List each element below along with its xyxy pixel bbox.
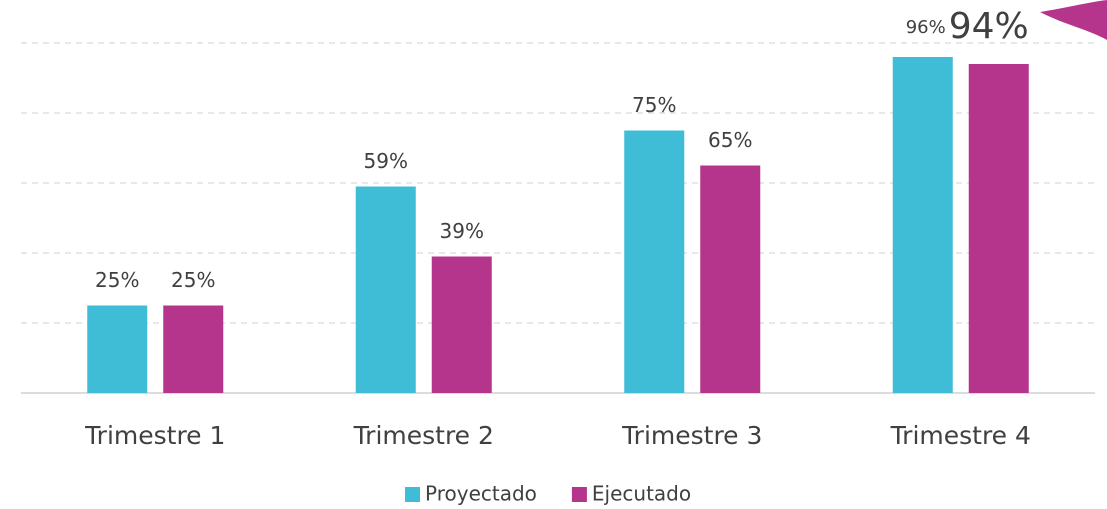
x-tick-label: Trimestre 3 [621, 421, 762, 450]
data-label: 94% [949, 6, 1029, 47]
data-label: 96% [906, 17, 946, 38]
bar [624, 130, 685, 393]
x-tick-label: Trimestre 2 [353, 421, 494, 450]
bar [87, 305, 148, 393]
bar [700, 165, 761, 393]
data-label: 59% [364, 149, 408, 173]
data-label: 75% [632, 93, 676, 117]
bar [968, 64, 1029, 393]
x-tick-label: Trimestre 4 [890, 421, 1031, 450]
decoration [1040, 0, 1107, 40]
legend-swatch [571, 487, 587, 502]
legend-label: Ejecutado [592, 482, 691, 506]
bar [163, 305, 224, 393]
bar [892, 57, 953, 393]
data-label: 25% [171, 268, 215, 292]
data-label: 65% [708, 128, 752, 152]
legend-label: Proyectado [425, 482, 537, 506]
data-label: 39% [440, 219, 484, 243]
bar [431, 256, 492, 393]
bar [355, 186, 416, 393]
x-tick-label: Trimestre 1 [84, 421, 225, 450]
data-label: 25% [95, 268, 139, 292]
legend-swatch [405, 487, 420, 502]
